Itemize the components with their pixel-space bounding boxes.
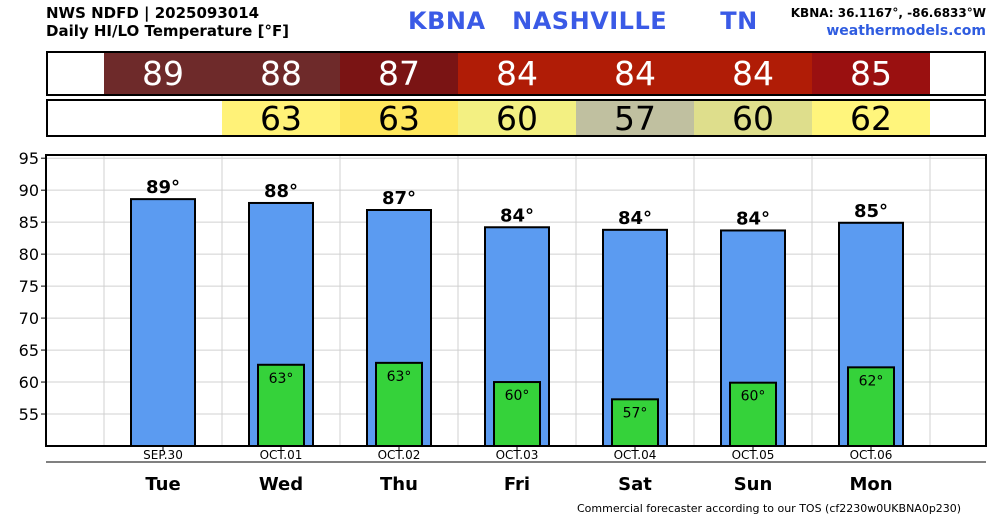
low-temp-label: 63° bbox=[269, 371, 294, 387]
low-temp-bar bbox=[493, 381, 541, 447]
date-label: OCT.06 bbox=[850, 448, 893, 462]
y-tick-label: 95 bbox=[19, 149, 39, 168]
high-temp-cell: 87 bbox=[340, 53, 458, 94]
low-temp-label: 60° bbox=[741, 389, 766, 405]
low-temp-cell: 63 bbox=[222, 101, 340, 135]
y-tick-label: 55 bbox=[19, 405, 39, 424]
day-label: Sun bbox=[734, 474, 773, 495]
date-label: SEP.30 bbox=[143, 448, 183, 462]
high-temp-cell: 89 bbox=[104, 53, 222, 94]
day-label: Thu bbox=[380, 474, 418, 495]
high-temp-label: 89° bbox=[146, 177, 180, 198]
high-temp-label: 85° bbox=[854, 201, 888, 222]
y-tick-label: 70 bbox=[19, 309, 39, 328]
day-label: Mon bbox=[849, 474, 892, 495]
day-label: Fri bbox=[504, 474, 530, 495]
low-temperature-strip: 63 63 60 57 60 62 bbox=[46, 99, 986, 137]
low-temp-bar bbox=[729, 381, 777, 447]
day-label: Wed bbox=[259, 474, 303, 495]
y-tick-label: 85 bbox=[19, 213, 39, 232]
date-label: OCT.03 bbox=[496, 448, 539, 462]
footer-note: Commercial forecaster according to our T… bbox=[577, 502, 962, 515]
high-temp-label: 84° bbox=[500, 205, 534, 226]
low-temp-cell: 60 bbox=[458, 101, 576, 135]
date-label: OCT.02 bbox=[378, 448, 421, 462]
low-temp-bar bbox=[257, 363, 305, 447]
high-temp-label: 87° bbox=[382, 188, 416, 209]
day-label: Tue bbox=[145, 474, 180, 495]
date-label: OCT.01 bbox=[260, 448, 303, 462]
source-label: NWS NDFD | 2025093014 bbox=[46, 4, 260, 22]
date-label: OCT.05 bbox=[732, 448, 775, 462]
y-tick-label: 75 bbox=[19, 277, 39, 296]
low-temp-cell: 63 bbox=[340, 101, 458, 135]
y-tick-label: 90 bbox=[19, 181, 39, 200]
station-title: KBNA NASHVILLE TN bbox=[408, 7, 758, 35]
low-temp-label: 63° bbox=[387, 369, 412, 385]
day-label: Sat bbox=[618, 474, 652, 495]
plot-border bbox=[45, 154, 987, 447]
low-temp-label: 60° bbox=[505, 388, 530, 404]
high-temp-cell: 84 bbox=[576, 53, 694, 94]
high-temp-cell: 84 bbox=[694, 53, 812, 94]
low-temp-label: 62° bbox=[859, 373, 884, 389]
high-temp-label: 88° bbox=[264, 181, 298, 202]
site-link[interactable]: weathermodels.com bbox=[826, 23, 986, 39]
high-temperature-strip: 89 88 87 84 84 84 85 bbox=[46, 51, 986, 96]
low-temp-bar bbox=[611, 398, 659, 447]
high-temp-cell: 88 bbox=[222, 53, 340, 94]
variable-label: Daily HI/LO Temperature [°F] bbox=[46, 22, 290, 40]
high-temp-label: 84° bbox=[618, 208, 652, 229]
low-temp-label: 57° bbox=[623, 405, 648, 421]
high-temp-cell: 85 bbox=[812, 53, 930, 94]
y-tick-label: 65 bbox=[19, 341, 39, 360]
y-tick-label: 80 bbox=[19, 245, 39, 264]
coordinates-label: KBNA: 36.1167°, -86.6833°W bbox=[790, 6, 986, 20]
low-temp-cell: 60 bbox=[694, 101, 812, 135]
high-temp-cell: 84 bbox=[458, 53, 576, 94]
high-temp-bar bbox=[130, 198, 196, 447]
date-label: OCT.04 bbox=[614, 448, 657, 462]
low-temp-cell: 62 bbox=[812, 101, 930, 135]
y-tick-label: 60 bbox=[19, 373, 39, 392]
high-temp-label: 84° bbox=[736, 208, 770, 229]
low-temp-cell: 57 bbox=[576, 101, 694, 135]
